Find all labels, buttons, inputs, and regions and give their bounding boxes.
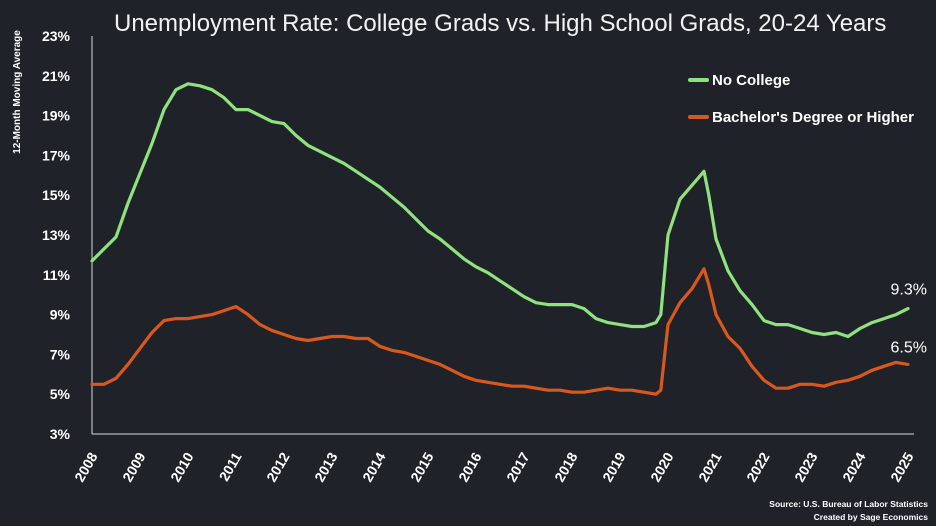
x-tick-label: 2008 [71, 449, 101, 484]
x-tick-label: 2021 [695, 449, 725, 484]
source-note: Source: U.S. Bureau of Labor Statistics [769, 499, 928, 509]
x-tick-label: 2017 [503, 449, 533, 484]
y-tick-label: 3% [50, 426, 71, 442]
x-tick-label: 2020 [647, 449, 677, 484]
legend-label: Bachelor's Degree or Higher [712, 109, 914, 126]
y-tick-label: 7% [50, 346, 71, 362]
x-tick-label: 2018 [551, 449, 581, 484]
y-tick-label: 15% [42, 187, 71, 203]
no-college-line [90, 82, 910, 339]
x-tick-label: 2025 [887, 449, 917, 484]
axes [91, 36, 914, 435]
legend: No College Bachelor's Degree or Higher [688, 72, 914, 126]
y-tick-label: 13% [42, 227, 71, 243]
x-tick-label: 2024 [839, 449, 869, 484]
series-end-label: 9.3% [891, 282, 927, 299]
legend-label: No College [712, 72, 790, 89]
x-axis-ticks: 2008 2009 2010 2011 2012 2013 2014 2015 2016 2017… [71, 449, 917, 484]
series-lines [90, 82, 910, 396]
x-tick-label: 2023 [791, 449, 821, 484]
chart-title: Unemployment Rate: College Grads vs. Hig… [114, 10, 886, 37]
y-tick-label: 17% [42, 147, 71, 163]
y-tick-label: 19% [42, 108, 71, 124]
x-tick-label: 2019 [599, 449, 629, 484]
y-axis-ticks: 3% 5% 7% 9% 11% 13% 15% 17% 19% 21% 23% [42, 28, 71, 442]
x-tick-label: 2012 [263, 449, 293, 484]
end-labels: 9.3% 6.5% [891, 282, 927, 357]
y-tick-label: 5% [50, 386, 71, 402]
x-tick-label: 2010 [167, 449, 197, 484]
y-tick-label: 23% [42, 28, 71, 44]
y-tick-label: 21% [42, 68, 71, 84]
y-tick-label: 9% [50, 307, 71, 323]
x-tick-label: 2009 [119, 449, 149, 484]
y-axis-label: 12-Month Moving Average [12, 30, 23, 154]
x-tick-label: 2022 [743, 449, 773, 484]
x-tick-label: 2011 [216, 449, 245, 483]
y-tick-label: 11% [43, 267, 71, 283]
bachelors-line [90, 267, 910, 396]
x-tick-label: 2015 [407, 449, 437, 484]
x-tick-label: 2013 [311, 449, 341, 484]
credit-note: Created by Sage Economics [814, 512, 929, 522]
series-end-label: 6.5% [891, 339, 927, 356]
x-tick-label: 2016 [455, 449, 485, 484]
x-tick-label: 2014 [359, 449, 389, 484]
